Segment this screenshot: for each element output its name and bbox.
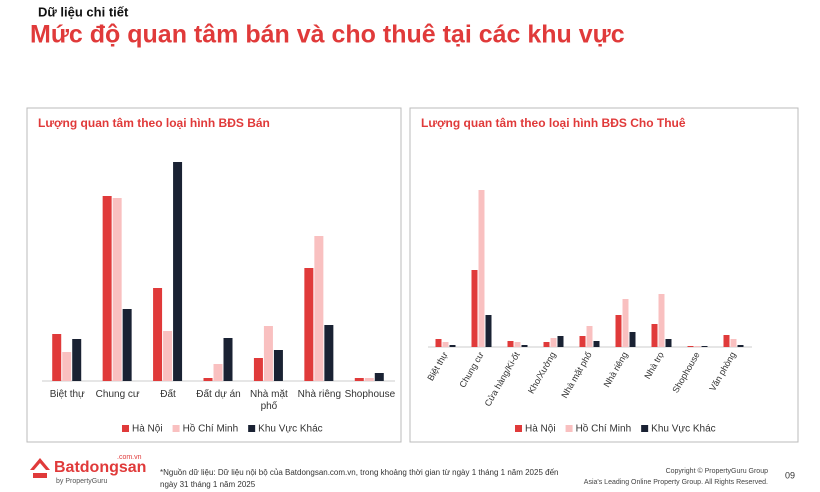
bar <box>163 331 173 381</box>
x-tick-label: Đất <box>160 389 176 400</box>
bar <box>593 341 600 347</box>
bar <box>521 345 528 347</box>
panel <box>26 107 402 443</box>
legend-swatch <box>641 425 649 432</box>
bar <box>507 341 514 347</box>
bar <box>586 326 593 347</box>
bar <box>273 350 283 381</box>
legend-label: Hà Nội <box>132 424 163 435</box>
bar <box>514 342 521 347</box>
bar <box>723 335 730 347</box>
x-tick-label: Văn phòng <box>707 350 737 393</box>
slide-title: Mức độ quan tâm bán và cho thuê tại các … <box>30 21 625 49</box>
x-tick-label: Nhà trọ <box>642 350 665 381</box>
bar <box>153 288 163 381</box>
legend-label: Khu Vực Khác <box>258 424 323 435</box>
source-note: *Nguồn dữ liệu: Dữ liệu nội bộ của Batdo… <box>160 468 559 489</box>
logo-by: by PropertyGuru <box>56 478 107 485</box>
bar <box>72 339 82 381</box>
kicker: Dữ liệu chi tiết <box>38 4 129 19</box>
bar <box>253 358 263 381</box>
panel <box>409 107 799 443</box>
bar <box>449 345 456 347</box>
bar <box>658 294 665 347</box>
bar <box>471 270 478 347</box>
bar <box>665 339 672 347</box>
bar <box>354 378 364 381</box>
bar <box>52 334 62 381</box>
x-tick-label: Nhà riêng <box>602 350 630 389</box>
bar <box>374 373 384 381</box>
x-tick-label: Shophouse <box>344 389 396 400</box>
legend-swatch <box>515 425 522 432</box>
logo: Batdongsan <box>54 459 146 476</box>
copyright: Copyright © PropertyGuru Group <box>666 467 769 475</box>
bar <box>579 336 586 347</box>
bar <box>694 346 701 347</box>
legend-swatch <box>565 425 573 432</box>
bar <box>173 162 183 381</box>
legend-label: Khu Vực Khác <box>651 424 716 435</box>
bar <box>223 338 233 381</box>
legend-swatch <box>122 425 129 432</box>
bar <box>557 336 564 347</box>
x-tick-label: Nhà riêng <box>297 389 342 400</box>
bar <box>485 315 492 347</box>
bar <box>442 342 449 347</box>
bar <box>478 190 485 347</box>
x-tick-label: Biệt thự <box>49 389 85 400</box>
x-tick-label: Kho/Xưởng <box>526 350 558 395</box>
bar <box>62 352 72 381</box>
bar <box>213 364 223 381</box>
chart-title: Lượng quan tâm theo loại hình BĐS Bán <box>38 116 270 130</box>
bar <box>543 342 550 347</box>
bar <box>687 346 694 347</box>
x-tick-label: Nhà mặt phố <box>250 389 288 412</box>
bar <box>112 198 122 381</box>
x-tick-label: Chung cư <box>457 350 485 389</box>
x-tick-label: Cửa hàng/Ki-ốt <box>483 350 522 408</box>
x-tick-label: Shophouse <box>670 350 701 394</box>
x-tick-label: Chung cư <box>95 389 140 400</box>
bar <box>203 378 213 381</box>
bar <box>304 268 314 381</box>
bar <box>435 339 442 347</box>
bar <box>364 378 374 381</box>
x-tick-label: Đất dự án <box>196 389 241 400</box>
bar <box>102 196 112 381</box>
legend-label: Hà Nội <box>525 424 556 435</box>
bar <box>615 315 622 347</box>
logo-domain: .com.vn <box>117 454 142 461</box>
legend-swatch <box>172 425 180 432</box>
bar <box>550 338 557 347</box>
bar <box>314 236 324 381</box>
bar <box>122 309 132 381</box>
bar <box>730 339 737 347</box>
x-tick-label: Biệt thự <box>425 350 449 382</box>
tagline: Asia's Leading Online Property Group. Al… <box>584 479 768 486</box>
bar <box>324 325 334 381</box>
chart-title: Lượng quan tâm theo loại hình BĐS Cho Th… <box>421 116 686 130</box>
bar <box>651 324 658 347</box>
page-number: 09 <box>785 470 795 480</box>
legend-label: Hồ Chí Minh <box>183 423 239 435</box>
bar <box>263 326 273 381</box>
x-tick-label: Nhà mặt phố <box>559 350 593 400</box>
bar <box>629 332 636 347</box>
bar <box>622 299 629 347</box>
bar <box>737 345 744 347</box>
logo-icon <box>30 458 50 478</box>
legend-swatch <box>248 425 256 432</box>
legend-label: Hồ Chí Minh <box>576 423 632 435</box>
bar <box>701 346 708 347</box>
